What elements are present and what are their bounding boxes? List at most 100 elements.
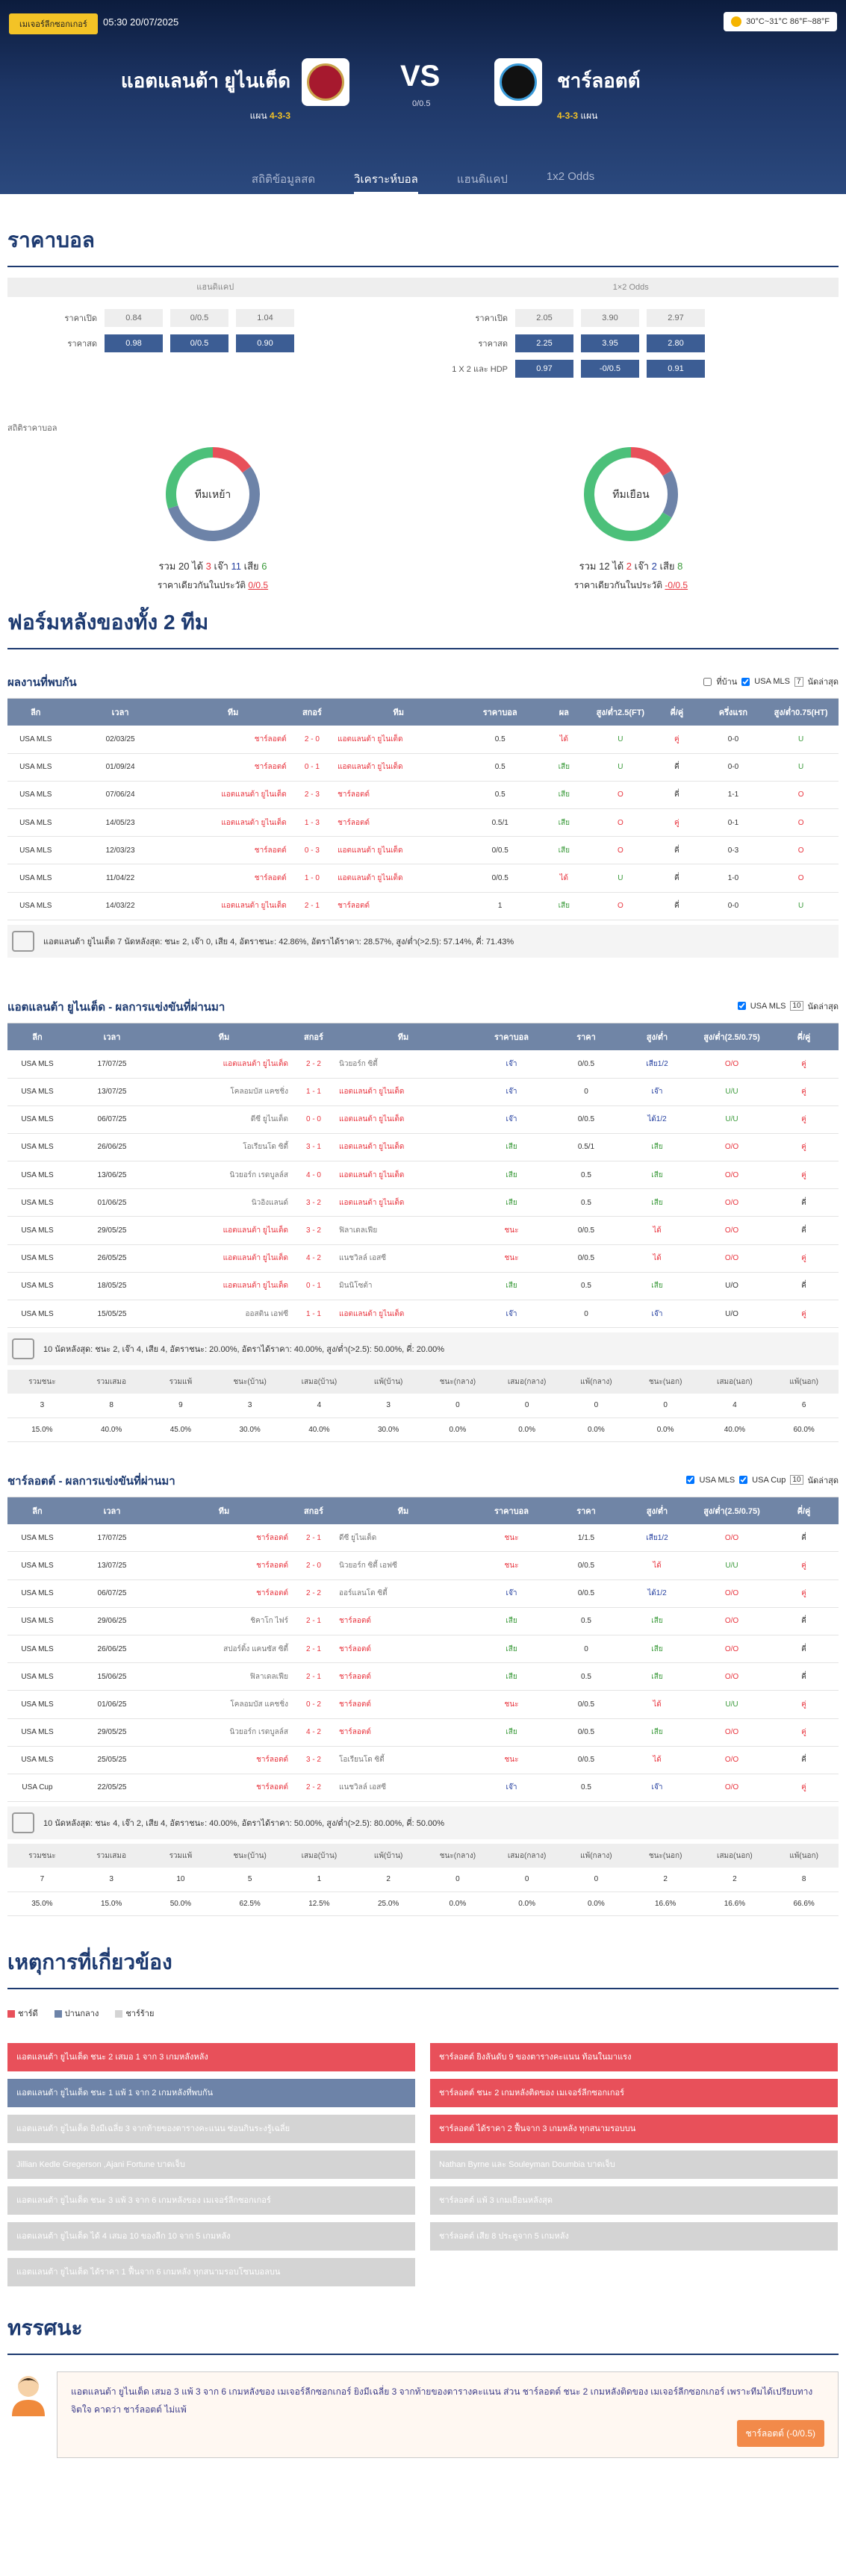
league-checkbox[interactable] bbox=[737, 1002, 746, 1011]
table-cell: ออร์แลนโด ซิตี้ bbox=[336, 1579, 470, 1608]
table-cell: O bbox=[763, 864, 839, 893]
table-cell: 3 - 2 bbox=[291, 1746, 336, 1774]
table-row[interactable]: USA MLS 29/06/25 ชิคาโก ไฟร์ 2 - 1 ชาร์ลอตต์… bbox=[7, 1607, 839, 1635]
home-only-checkbox[interactable] bbox=[703, 677, 712, 686]
event-item[interactable]: ชาร์ลอตต์ ยิงลันดับ 9 ของตารางคะแนน ท้อน… bbox=[430, 2042, 838, 2071]
table-row[interactable]: USA MLS 07/06/24 แอตแลนต้า ยูไนเต็ด 2 - 3 ชา… bbox=[7, 781, 839, 810]
event-item[interactable]: แอตแลนต้า ยูไนเต็ด ยิงมีเฉลี่ย 3 จากท้าย… bbox=[7, 2114, 415, 2143]
competition-badge[interactable]: เมเจอร์ลีกซอกเกอร์ bbox=[9, 13, 98, 34]
odds-cell[interactable]: 2.80 bbox=[647, 334, 705, 352]
stats-cell: 15.0% bbox=[76, 1892, 146, 1916]
tab-handicap[interactable]: แฮนดิแคป bbox=[456, 173, 508, 186]
event-item[interactable]: Nathan Byrne และ Souleyman Doumbia บาดเจ… bbox=[430, 2150, 838, 2179]
home-recent-title: แอตแลนต้า ยูไนเต็ด - ผลการแข่งขันที่ผ่าน… bbox=[7, 991, 839, 1023]
odds-cell[interactable]: 3.95 bbox=[581, 334, 639, 352]
odds-cell[interactable]: 1.04 bbox=[236, 309, 294, 327]
odds-cell[interactable]: 3.90 bbox=[581, 309, 639, 327]
event-item[interactable]: ชาร์ลอตต์ แพ้ 3 เกมเยือนหลังสุด bbox=[430, 2186, 838, 2215]
table-row[interactable]: USA MLS 17/07/25 แอตแลนต้า ยูไนเต็ด 2 - 2 นิ… bbox=[7, 1050, 839, 1079]
note-value[interactable]: -0/0.5 bbox=[665, 580, 688, 590]
table-cell: แนชวิลล์ เอสซี bbox=[336, 1774, 470, 1803]
event-item[interactable]: ชาร์ลอตต์ ได้ราคา 2 ฟื้นจาก 3 เกมหลัง ทุ… bbox=[430, 2114, 838, 2143]
table-cell: 2 - 1 bbox=[291, 1662, 336, 1691]
league-checkbox[interactable] bbox=[741, 677, 750, 686]
odds-cell[interactable]: 0/0.5 bbox=[170, 334, 228, 352]
tab-live-stats[interactable]: สถิติข้อมูลสด bbox=[251, 173, 316, 186]
stats-cell: 4 bbox=[700, 1394, 770, 1418]
odds-cell[interactable]: 0.97 bbox=[515, 360, 573, 378]
odds-cell[interactable]: 0.84 bbox=[105, 309, 163, 327]
table-cell: แอตแลนต้า ยูไนเต็ด bbox=[336, 1105, 470, 1134]
event-item[interactable]: ชาร์ลอตต์ เสีย 8 ประตูจาก 5 เกมหลัง bbox=[430, 2221, 838, 2251]
table-row[interactable]: USA MLS 26/05/25 แอตแลนต้า ยูไนเต็ด 4 - 2 แน… bbox=[7, 1244, 839, 1273]
stats-cell: 0.0% bbox=[423, 1892, 493, 1916]
table-row[interactable]: USA MLS 26/06/25 โอเรียนโด ซิตี้ 3 - 1 แอตแล… bbox=[7, 1133, 839, 1162]
table-row[interactable]: USA MLS 13/07/25 โคลอมบัส แคชชิ่ง 1 - 1 แอตแ… bbox=[7, 1078, 839, 1106]
table-row[interactable]: USA MLS 13/07/25 ชาร์ลอตต์ 2 - 0 นิวยอร์ก ซิ… bbox=[7, 1551, 839, 1580]
stats-cell: 10 bbox=[146, 1868, 216, 1892]
event-item[interactable]: แอตแลนต้า ยูไนเต็ด ชนะ 2 เสมอ 1 จาก 3 เก… bbox=[7, 2042, 415, 2071]
table-cell: 0/0.5 bbox=[553, 1579, 620, 1608]
table-row[interactable]: USA Cup 22/05/25 ชาร์ลอตต์ 2 - 2 แนชวิลล์ เอ… bbox=[7, 1774, 839, 1803]
odds-cell[interactable]: 2.97 bbox=[647, 309, 705, 327]
table-row[interactable]: USA MLS 29/05/25 นิวยอร์ก เรดบูลล์ส 4 - 2 ชา… bbox=[7, 1718, 839, 1747]
odds-cell[interactable]: 0.98 bbox=[105, 334, 163, 352]
table-row[interactable]: USA MLS 06/07/25 ชาร์ลอตต์ 2 - 2 ออร์แลนโด ซ… bbox=[7, 1579, 839, 1608]
table-row[interactable]: USA MLS 17/07/25 ชาร์ลอตต์ 2 - 1 ดีซี ยูไนเต… bbox=[7, 1524, 839, 1553]
cup-checkbox[interactable] bbox=[739, 1476, 748, 1485]
table-cell: เสีย bbox=[538, 836, 591, 865]
count-select[interactable]: 10 bbox=[790, 1475, 803, 1485]
tab-analysis[interactable]: วิเคราะห์บอล bbox=[354, 166, 418, 194]
stats-cell: 6 bbox=[769, 1394, 839, 1418]
legend-neutral: ปานกลาง bbox=[54, 2006, 99, 2020]
pick-badge[interactable]: ชาร์ลอตต์ (-0/0.5) bbox=[736, 2419, 824, 2447]
opinion-box: แอตแลนต้า ยูไนเต็ด เสมอ 3 แพ้ 3 จาก 6 เก… bbox=[7, 2371, 839, 2461]
win-label: ได้ bbox=[192, 561, 204, 572]
table-row[interactable]: USA MLS 26/06/25 สปอร์ติ้ง แคนซัส ซิตี้ 2 -… bbox=[7, 1635, 839, 1664]
table-row[interactable]: USA MLS 12/03/23 ชาร์ลอตต์ 0 - 3 แอตแลนต้า ย… bbox=[7, 836, 839, 865]
column-header: แพ้(กลาง) bbox=[562, 1370, 631, 1394]
table-row[interactable]: USA MLS 14/03/22 แอตแลนต้า ยูไนเต็ด 2 - 1 ชา… bbox=[7, 892, 839, 920]
odds-cell[interactable]: 0.90 bbox=[236, 334, 294, 352]
table-cell: USA MLS bbox=[7, 1078, 67, 1106]
odds-cell[interactable]: 2.25 bbox=[515, 334, 573, 352]
table-cell: คู่ bbox=[769, 1300, 839, 1329]
event-item[interactable]: Jillian Kedle Gregerson ,Ajani Fortune บ… bbox=[7, 2150, 415, 2179]
stats-cell: 30.0% bbox=[353, 1418, 423, 1442]
table-row[interactable]: USA MLS 01/06/25 นิวอิงแลนด์ 3 - 2 แอตแลนต้า… bbox=[7, 1188, 839, 1217]
event-item[interactable]: แอตแลนต้า ยูไนเต็ด ได้ราคา 1 ฟื้นจาก 6 เ… bbox=[7, 2257, 415, 2286]
table-row[interactable]: USA MLS 01/06/25 โคลอมบัส แคชชิ่ง 0 - 2 ชาร์… bbox=[7, 1690, 839, 1719]
opinion-title: ทรรศนะ bbox=[7, 2312, 839, 2355]
count-select[interactable]: 7 bbox=[794, 676, 803, 687]
table-row[interactable]: USA MLS 02/03/25 ชาร์ลอตต์ 2 - 0 แอตแลนต้า ย… bbox=[7, 726, 839, 754]
table-row[interactable]: USA MLS 11/04/22 ชาร์ลอตต์ 1 - 0 แอตแลนต้า ย… bbox=[7, 864, 839, 893]
table-row[interactable]: USA MLS 06/07/25 ดีซี ยูไนเต็ด 0 - 0 แอตแลนต… bbox=[7, 1105, 839, 1134]
odds-cell[interactable]: -0/0.5 bbox=[581, 360, 639, 378]
table-row[interactable]: USA MLS 13/06/25 นิวยอร์ก เรดบูลล์ส 4 - 0 แอ… bbox=[7, 1161, 839, 1190]
odds-cell[interactable]: 0.91 bbox=[647, 360, 705, 378]
table-cell: คู่ bbox=[769, 1244, 839, 1273]
table-row[interactable]: USA MLS 18/05/25 แอตแลนต้า ยูไนเต็ด 0 - 1 มิ… bbox=[7, 1272, 839, 1301]
event-item[interactable]: ชาร์ลอตต์ ชนะ 2 เกมหลังติดของ เมเจอร์ลีก… bbox=[430, 2078, 838, 2107]
table-row[interactable]: USA MLS 15/05/25 ออสติน เอฟซี 1 - 1 แอตแลนต้… bbox=[7, 1300, 839, 1329]
odds-cell[interactable]: 2.05 bbox=[515, 309, 573, 327]
table-row[interactable]: USA MLS 01/09/24 ชาร์ลอตต์ 0 - 1 แอตแลนต้า ย… bbox=[7, 753, 839, 782]
table-row[interactable]: USA MLS 15/06/25 ฟิลาเดลเฟีย 2 - 1 ชาร์ลอตต์… bbox=[7, 1662, 839, 1691]
table-row[interactable]: USA MLS 14/05/23 แอตแลนต้า ยูไนเต็ด 1 - 3 ชา… bbox=[7, 808, 839, 838]
event-item[interactable]: แอตแลนต้า ยูไนเต็ด ชนะ 3 แพ้ 3 จาก 6 เกม… bbox=[7, 2186, 415, 2215]
table-row[interactable]: USA MLS 29/05/25 แอตแลนต้า ยูไนเต็ด 3 - 2 ฟิ… bbox=[7, 1216, 839, 1245]
odds-cell[interactable]: 0/0.5 bbox=[170, 309, 228, 327]
away-donut-totals: รวม 12 ได้ 2 เจ๊า 2 เสีย 8 bbox=[534, 558, 728, 574]
event-item[interactable]: แอตแลนต้า ยูไนเต็ด ชนะ 1 แพ้ 1 จาก 2 เกม… bbox=[7, 2078, 415, 2107]
draw-label: เจ๊า bbox=[634, 561, 650, 572]
note-value[interactable]: 0/0.5 bbox=[248, 580, 269, 590]
table-cell: USA MLS bbox=[7, 1300, 67, 1329]
table-row[interactable]: USA MLS 25/05/25 ชาร์ลอตต์ 3 - 2 โอเรียนโด ซ… bbox=[7, 1746, 839, 1774]
tab-1x2-odds[interactable]: 1x2 Odds bbox=[546, 170, 595, 183]
league-checkbox[interactable] bbox=[686, 1476, 695, 1485]
event-item[interactable]: แอตแลนต้า ยูไนเต็ด ได้ 4 เสมอ 10 ของลีก … bbox=[7, 2221, 415, 2251]
stats-cell: 0 bbox=[562, 1868, 631, 1892]
count-select[interactable]: 10 bbox=[790, 1001, 803, 1011]
table-cell: USA MLS bbox=[7, 781, 64, 810]
away-recent-summary: 10 นัดหลังสุด: ชนะ 4, เจ๊า 2, เสีย 4, อั… bbox=[7, 1806, 839, 1840]
